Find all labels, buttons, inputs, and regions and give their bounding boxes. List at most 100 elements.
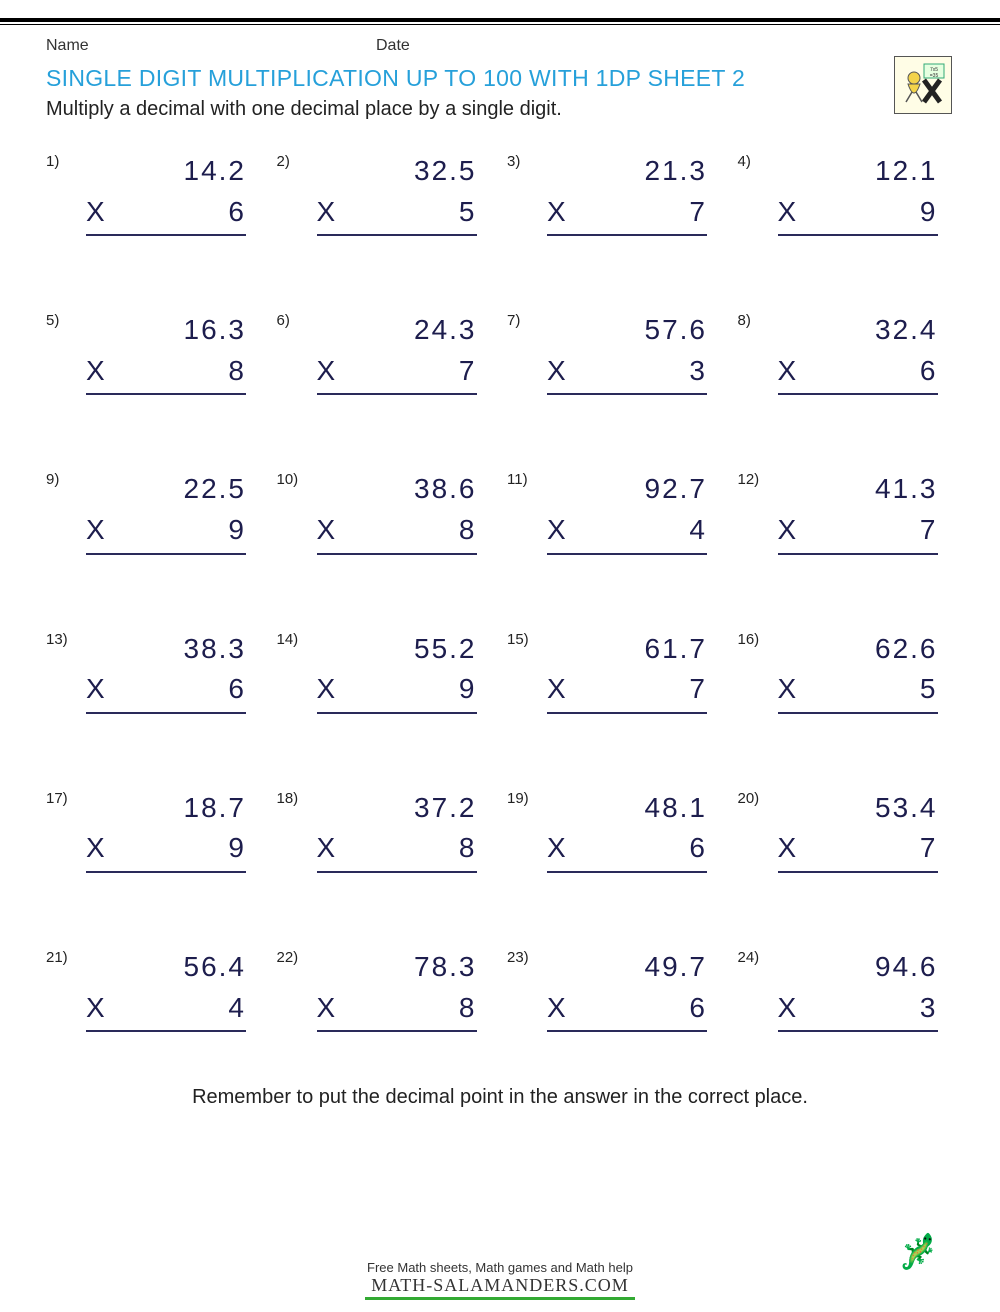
problem: 6)24.3X7 <box>277 310 494 395</box>
problem-stack: 32.4X6 <box>778 310 938 395</box>
problem-number: 10) <box>277 471 299 488</box>
problem-stack: 32.5X5 <box>317 151 477 236</box>
multiplier: 9 <box>355 669 477 710</box>
multiplicand: 49.7 <box>585 947 707 988</box>
problem-stack: 21.3X7 <box>547 151 707 236</box>
problem: 14)55.2X9 <box>277 629 494 714</box>
problem: 24)94.6X3 <box>738 947 955 1032</box>
problem-number: 8) <box>738 312 751 329</box>
footer-tagline: Free Math sheets, Math games and Math he… <box>0 1260 1000 1275</box>
multiplicand: 21.3 <box>585 151 707 192</box>
problem-number: 2) <box>277 153 290 170</box>
operator: X <box>547 828 585 869</box>
answer-rule <box>317 393 477 395</box>
footer: Free Math sheets, Math games and Math he… <box>0 1260 1000 1300</box>
problem-number: 1) <box>46 153 59 170</box>
operator: X <box>317 510 355 551</box>
multiplicand: 32.5 <box>355 151 477 192</box>
problem-number: 9) <box>46 471 59 488</box>
problem-number: 19) <box>507 790 529 807</box>
operator: X <box>86 828 124 869</box>
answer-rule <box>317 1030 477 1032</box>
multiplier: 8 <box>355 988 477 1029</box>
operator: X <box>547 351 585 392</box>
multiplicand: 37.2 <box>355 788 477 829</box>
multiplicand: 24.3 <box>355 310 477 351</box>
multiplicand: 61.7 <box>585 629 707 670</box>
problem-number: 17) <box>46 790 68 807</box>
problem: 21)56.4X4 <box>46 947 263 1032</box>
problem-stack: 12.1X9 <box>778 151 938 236</box>
operator: X <box>778 828 816 869</box>
problem-number: 15) <box>507 631 529 648</box>
problem-number: 6) <box>277 312 290 329</box>
problem-stack: 18.7X9 <box>86 788 246 873</box>
problem-number: 13) <box>46 631 68 648</box>
problem: 4)12.1X9 <box>738 151 955 236</box>
problem-stack: 56.4X4 <box>86 947 246 1032</box>
multiplier: 5 <box>355 192 477 233</box>
multiplier: 7 <box>816 510 938 551</box>
multiplier: 7 <box>585 192 707 233</box>
problem: 22)78.3X8 <box>277 947 494 1032</box>
answer-rule <box>778 234 938 236</box>
problem-stack: 53.4X7 <box>778 788 938 873</box>
problem-stack: 48.1X6 <box>547 788 707 873</box>
answer-rule <box>317 553 477 555</box>
problem-stack: 41.3X7 <box>778 469 938 554</box>
answer-rule <box>547 234 707 236</box>
answer-rule <box>547 871 707 873</box>
date-label: Date <box>376 37 954 55</box>
operator: X <box>86 669 124 710</box>
operator: X <box>778 669 816 710</box>
worksheet-page: Name Date 7x5 =35 SINGLE DIGIT MULTIPLIC… <box>0 33 1000 1109</box>
answer-rule <box>317 712 477 714</box>
problem: 11)92.7X4 <box>507 469 724 554</box>
operator: X <box>317 192 355 233</box>
problem-number: 23) <box>507 949 529 966</box>
operator: X <box>547 510 585 551</box>
multiplicand: 18.7 <box>124 788 246 829</box>
multiplier: 6 <box>124 192 246 233</box>
problem-stack: 61.7X7 <box>547 629 707 714</box>
problem-number: 3) <box>507 153 520 170</box>
multiplier: 6 <box>585 828 707 869</box>
multiplicand: 22.5 <box>124 469 246 510</box>
operator: X <box>86 351 124 392</box>
reminder-text: Remember to put the decimal point in the… <box>46 1086 954 1109</box>
multiplier: 9 <box>124 828 246 869</box>
problem: 10)38.6X8 <box>277 469 494 554</box>
operator: X <box>547 669 585 710</box>
svg-text:=35: =35 <box>930 73 939 79</box>
problem-number: 24) <box>738 949 760 966</box>
multiplier: 8 <box>124 351 246 392</box>
problem: 17) 18.7X9 <box>46 788 263 873</box>
problems-grid: 1)14.2X62)32.5X53)21.3X74)12.1X95)16.3X8… <box>46 139 954 1032</box>
answer-rule <box>86 871 246 873</box>
problem-stack: 78.3X8 <box>317 947 477 1032</box>
problem-number: 16) <box>738 631 760 648</box>
multiplier: 7 <box>816 828 938 869</box>
problem: 23)49.7X6 <box>507 947 724 1032</box>
multiplicand: 12.1 <box>816 151 938 192</box>
problem-stack: 16.3X8 <box>86 310 246 395</box>
answer-rule <box>86 234 246 236</box>
operator: X <box>86 988 124 1029</box>
answer-rule <box>317 871 477 873</box>
problem-number: 12) <box>738 471 760 488</box>
page-subtitle: Multiply a decimal with one decimal plac… <box>46 98 954 121</box>
answer-rule <box>778 393 938 395</box>
multiplicand: 62.6 <box>816 629 938 670</box>
problem: 20)53.4X7 <box>738 788 955 873</box>
answer-rule <box>778 871 938 873</box>
multiplier: 9 <box>816 192 938 233</box>
multiplier: 5 <box>816 669 938 710</box>
multiplier: 6 <box>585 988 707 1029</box>
multiplicand: 94.6 <box>816 947 938 988</box>
problem-stack: 14.2X6 <box>86 151 246 236</box>
answer-rule <box>547 1030 707 1032</box>
problem-stack: 62.6X5 <box>778 629 938 714</box>
problem-number: 5) <box>46 312 59 329</box>
multiplier: 6 <box>816 351 938 392</box>
multiplicand: 57.6 <box>585 310 707 351</box>
